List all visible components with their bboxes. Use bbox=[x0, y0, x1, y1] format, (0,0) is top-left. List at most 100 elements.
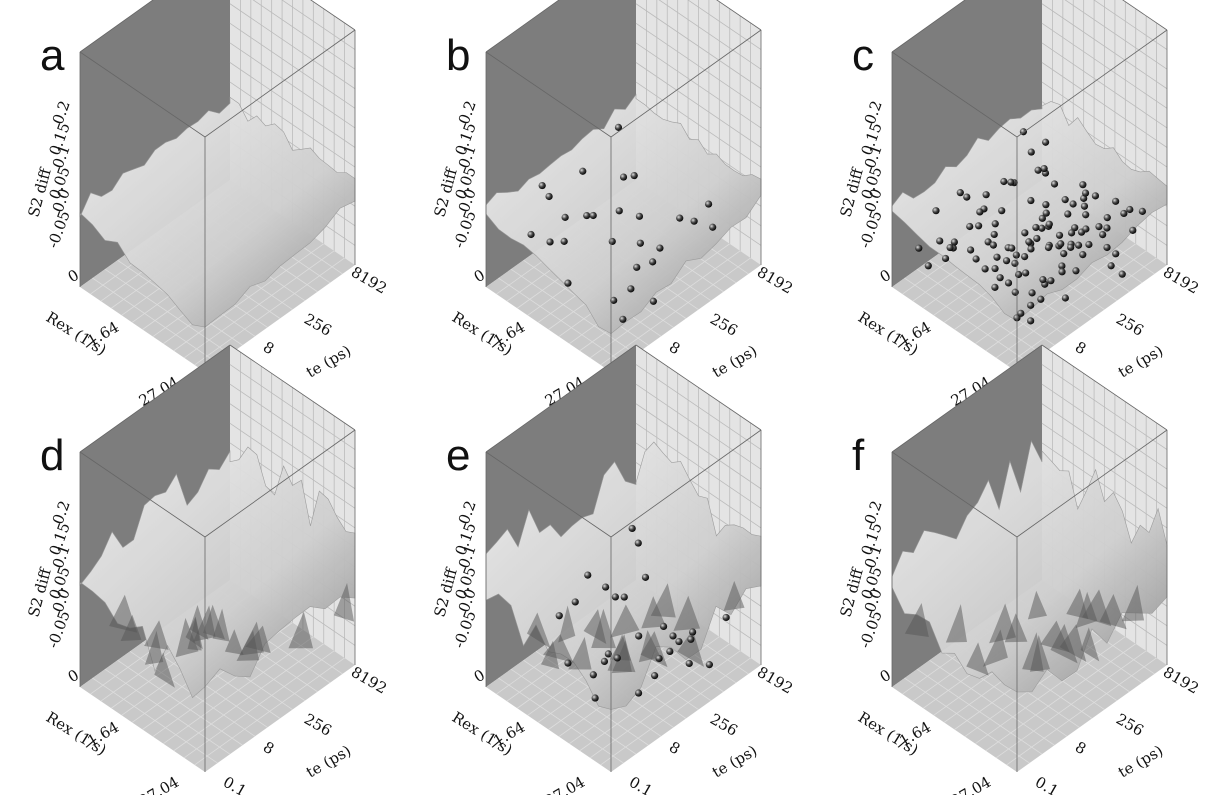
y-tick-label: 8 bbox=[1072, 338, 1089, 358]
point bbox=[1035, 167, 1042, 174]
panel: f0.20.150.10.050.0-0.05S2 diff01.6427.04… bbox=[836, 345, 1202, 795]
point bbox=[1003, 257, 1010, 264]
point bbox=[656, 245, 663, 252]
point bbox=[691, 218, 698, 225]
point bbox=[925, 262, 932, 269]
point bbox=[635, 689, 642, 696]
point bbox=[675, 638, 682, 645]
point bbox=[705, 200, 712, 207]
point bbox=[975, 222, 982, 229]
point bbox=[1085, 241, 1092, 248]
point bbox=[650, 298, 657, 305]
panel-label: d bbox=[40, 431, 64, 480]
y-tick-label: 8192 bbox=[754, 263, 796, 298]
point bbox=[1058, 268, 1065, 275]
panel-label: c bbox=[852, 31, 874, 80]
z-tick-label: -0.05 bbox=[44, 608, 74, 650]
y-tick-label: 8 bbox=[260, 738, 277, 758]
point bbox=[1021, 253, 1028, 260]
y-tick-label: 256 bbox=[301, 710, 335, 740]
point bbox=[655, 655, 662, 662]
point bbox=[1072, 267, 1079, 274]
point bbox=[1099, 231, 1106, 238]
point bbox=[1015, 271, 1022, 278]
y-tick-label: 0.1 bbox=[626, 773, 656, 795]
point bbox=[1012, 289, 1019, 296]
y-tick-label: 256 bbox=[301, 310, 335, 340]
point bbox=[584, 571, 591, 578]
point bbox=[649, 258, 656, 265]
point bbox=[1129, 227, 1136, 234]
y-axis-label: te (ps) bbox=[303, 742, 354, 782]
point bbox=[709, 224, 716, 231]
point bbox=[635, 632, 642, 639]
point bbox=[633, 264, 640, 271]
point bbox=[635, 539, 642, 546]
point bbox=[539, 182, 546, 189]
point bbox=[561, 238, 568, 245]
point bbox=[620, 173, 627, 180]
x-tick-label: 0 bbox=[65, 266, 82, 286]
point bbox=[583, 212, 590, 219]
y-axis-label: te (ps) bbox=[1115, 742, 1166, 782]
point bbox=[1112, 198, 1119, 205]
y-tick-label: 8192 bbox=[1160, 263, 1202, 298]
point bbox=[1039, 276, 1046, 283]
point bbox=[651, 672, 658, 679]
panel-label: e bbox=[446, 431, 470, 480]
z-tick-label: -0.05 bbox=[856, 208, 886, 250]
point bbox=[976, 208, 983, 215]
point bbox=[686, 660, 693, 667]
y-tick-label: 8 bbox=[666, 338, 683, 358]
z-tick-label: -0.05 bbox=[44, 208, 74, 250]
point bbox=[619, 316, 626, 323]
point bbox=[1051, 180, 1058, 187]
point bbox=[660, 623, 667, 630]
point bbox=[1082, 225, 1089, 232]
point bbox=[1075, 242, 1082, 249]
point bbox=[1007, 179, 1014, 186]
point bbox=[1056, 232, 1063, 239]
panel-label: b bbox=[446, 31, 470, 80]
point bbox=[1047, 277, 1054, 284]
y-tick-label: 8192 bbox=[1160, 663, 1202, 698]
point bbox=[579, 168, 586, 175]
x-tick-label: 0 bbox=[877, 266, 894, 286]
point bbox=[1068, 229, 1075, 236]
panel: d0.20.150.10.050.0-0.05S2 diff01.6427.04… bbox=[24, 345, 390, 795]
point bbox=[963, 193, 970, 200]
y-tick-label: 0.1 bbox=[220, 773, 250, 795]
point bbox=[562, 214, 569, 221]
point bbox=[1027, 245, 1034, 252]
point bbox=[1120, 210, 1127, 217]
point bbox=[1027, 317, 1034, 324]
point bbox=[676, 215, 683, 222]
point bbox=[545, 193, 552, 200]
figure: a0.20.150.10.050.0-0.05S2 diff01.6427.04… bbox=[0, 0, 1219, 795]
point bbox=[1103, 244, 1110, 251]
point bbox=[1042, 201, 1049, 208]
x-tick-label: 27.04 bbox=[136, 773, 182, 795]
y-tick-label: 256 bbox=[1113, 710, 1147, 740]
point bbox=[1046, 221, 1053, 228]
point bbox=[1027, 302, 1034, 309]
point bbox=[991, 231, 998, 238]
point bbox=[564, 660, 571, 667]
x-tick-label: 0 bbox=[471, 266, 488, 286]
point bbox=[946, 244, 953, 251]
y-axis-label: te (ps) bbox=[709, 342, 760, 382]
point bbox=[1092, 192, 1099, 199]
point bbox=[915, 245, 922, 252]
point bbox=[1025, 238, 1032, 245]
point bbox=[1008, 245, 1015, 252]
x-tick-label: 27.04 bbox=[542, 773, 588, 795]
point bbox=[631, 172, 638, 179]
point bbox=[957, 189, 964, 196]
point bbox=[1067, 244, 1074, 251]
point bbox=[616, 207, 623, 214]
point bbox=[1082, 189, 1089, 196]
point bbox=[932, 207, 939, 214]
